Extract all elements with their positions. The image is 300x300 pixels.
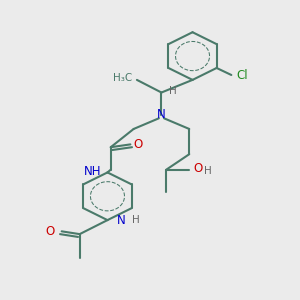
Text: Cl: Cl (236, 69, 248, 82)
Text: H: H (169, 86, 177, 96)
Text: H: H (132, 215, 140, 225)
Text: H: H (204, 166, 212, 176)
Text: NH: NH (84, 164, 102, 178)
Text: O: O (45, 225, 55, 238)
Text: O: O (193, 162, 203, 175)
Text: O: O (133, 138, 142, 151)
Text: H₃C: H₃C (112, 74, 132, 83)
Text: N: N (117, 214, 126, 226)
Text: N: N (157, 108, 166, 122)
